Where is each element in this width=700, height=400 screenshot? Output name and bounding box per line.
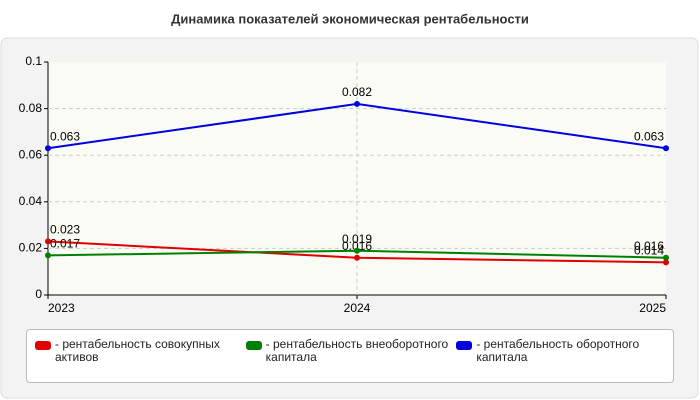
legend: - рентабельность совокупных активов - рен… [26, 329, 674, 383]
point [354, 254, 360, 261]
legend-label: - рентабельность оборотного капитала [476, 337, 640, 364]
legend-label: - рентабельность совокупных активов [55, 337, 220, 364]
y-tick-label: 0.06 [19, 147, 43, 161]
chart-title: Динамика показателей экономическая рента… [171, 11, 529, 26]
y-tick-label: 0.04 [19, 194, 43, 208]
legend-item: - рентабельность совокупных активов [35, 338, 246, 382]
data-label: 0.019 [342, 232, 372, 246]
data-label: 0.063 [634, 129, 664, 143]
x-tick-label: 2023 [48, 301, 75, 315]
y-tick-label: 0.1 [25, 54, 42, 68]
legend-label: - рентабельность внеоборотного капитала [265, 337, 449, 364]
legend-swatch [35, 341, 51, 350]
point [45, 238, 51, 245]
point [663, 145, 669, 152]
legend-swatch [456, 341, 473, 350]
data-label: 0.016 [634, 239, 664, 253]
data-label: 0.082 [342, 85, 372, 99]
legend-item: - рентабельность оборотного капитала [456, 338, 667, 382]
data-label: 0.063 [50, 129, 80, 143]
point [45, 252, 51, 259]
data-label: 0.023 [50, 223, 80, 237]
x-tick-label: 2024 [344, 301, 371, 315]
point [354, 100, 360, 107]
point [354, 247, 360, 254]
data-label: 0.014 [634, 244, 664, 258]
point [663, 254, 669, 261]
y-tick-label: 0 [35, 287, 42, 301]
y-tick-label: 0.08 [19, 101, 43, 115]
x-tick-label: 2025 [639, 301, 666, 315]
point [45, 145, 51, 152]
data-label: 0.017 [50, 237, 80, 251]
y-tick-label: 0.02 [19, 241, 43, 255]
legend-item: - рентабельность внеоборотного капитала [245, 337, 457, 382]
point [663, 259, 669, 266]
data-label: 0.016 [342, 239, 372, 253]
legend-swatch [245, 341, 262, 350]
